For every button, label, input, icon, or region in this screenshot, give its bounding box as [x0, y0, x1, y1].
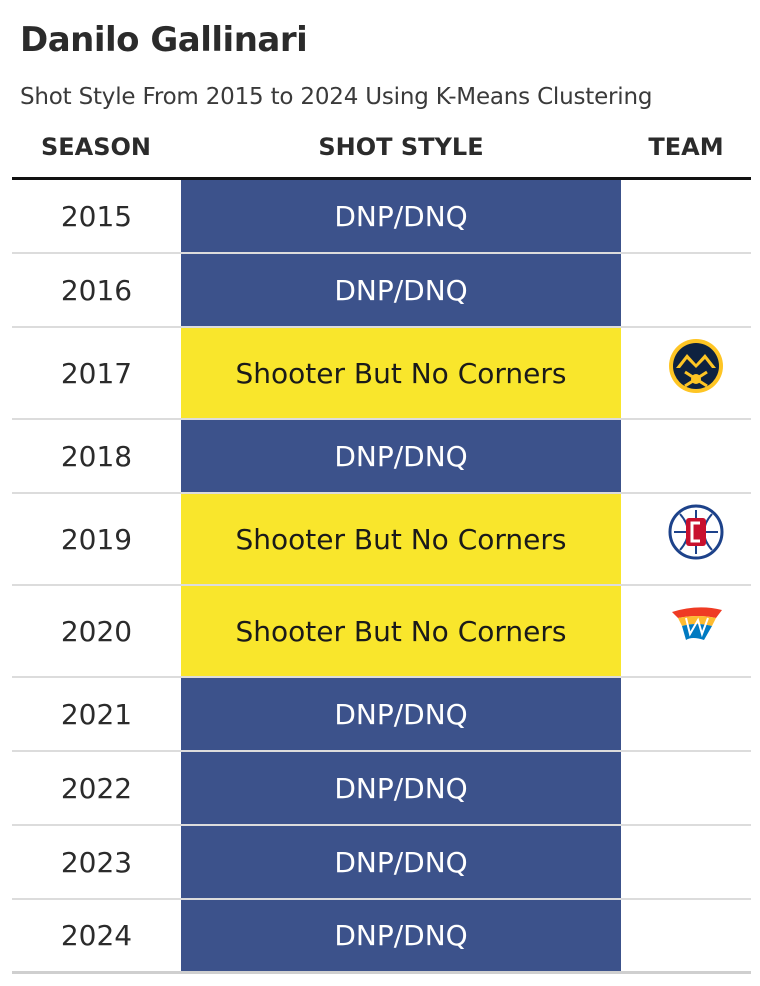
season-cell: 2015 [60, 199, 133, 233]
team-cell [621, 180, 751, 252]
header-team: TEAM [648, 133, 724, 161]
shot-style-cell-shooter: Shooter But No Corners [181, 494, 621, 584]
season-cell: 2022 [60, 771, 133, 805]
chart-title: Danilo Gallinari [20, 20, 308, 60]
season-cell: 2021 [60, 697, 133, 731]
season-cell: 2020 [60, 614, 133, 648]
team-cell [621, 752, 751, 824]
team-cell [621, 494, 751, 584]
season-cell: 2018 [60, 439, 133, 473]
shot-style-cell-dnp: DNP/DNQ [181, 678, 621, 750]
team-cell [621, 586, 751, 676]
shot-style-cell-dnp: DNP/DNQ [181, 254, 621, 326]
season-cell: 2023 [60, 845, 133, 879]
team-cell [621, 254, 751, 326]
chart-subtitle: Shot Style From 2015 to 2024 Using K-Mea… [20, 84, 653, 110]
table-row: 2022 DNP/DNQ [12, 752, 751, 826]
thunder-logo [668, 596, 724, 652]
table-row: 2020 Shooter But No Corners [12, 586, 751, 678]
table-row: 2016 DNP/DNQ [12, 254, 751, 328]
shot-style-cell-dnp: DNP/DNQ [181, 420, 621, 492]
table-row: 2021 DNP/DNQ [12, 678, 751, 752]
shot-style-cell-shooter: Shooter But No Corners [181, 586, 621, 676]
shot-style-cell-dnp: DNP/DNQ [181, 180, 621, 252]
table-row: 2015 DNP/DNQ [12, 180, 751, 254]
team-cell [621, 420, 751, 492]
table-row: 2017 Shooter But No Corners [12, 328, 751, 420]
table-row: 2023 DNP/DNQ [12, 826, 751, 900]
team-cell [621, 900, 751, 971]
table-row: 2024 DNP/DNQ [12, 900, 751, 974]
team-cell [621, 826, 751, 898]
table-row: 2018 DNP/DNQ [12, 420, 751, 494]
shot-style-table: 2015 DNP/DNQ 2016 DNP/DNQ 2017 Shooter But No… [12, 180, 751, 974]
shot-style-cell-dnp: DNP/DNQ [181, 752, 621, 824]
shot-style-cell-shooter: Shooter But No Corners [181, 328, 621, 418]
clippers-logo [668, 504, 724, 560]
header-divider [12, 177, 751, 180]
nuggets-logo [668, 338, 724, 394]
season-cell: 2016 [60, 273, 133, 307]
team-cell [621, 328, 751, 418]
header-season: SEASON [40, 133, 152, 161]
shot-style-cell-dnp: DNP/DNQ [181, 900, 621, 971]
season-cell: 2024 [60, 919, 133, 952]
shot-style-cell-dnp: DNP/DNQ [181, 826, 621, 898]
header-shot-style: SHOT STYLE [318, 133, 484, 161]
season-cell: 2017 [60, 356, 133, 390]
season-cell: 2019 [60, 522, 133, 556]
table-row: 2019 Shooter But No Corners [12, 494, 751, 586]
team-cell [621, 678, 751, 750]
